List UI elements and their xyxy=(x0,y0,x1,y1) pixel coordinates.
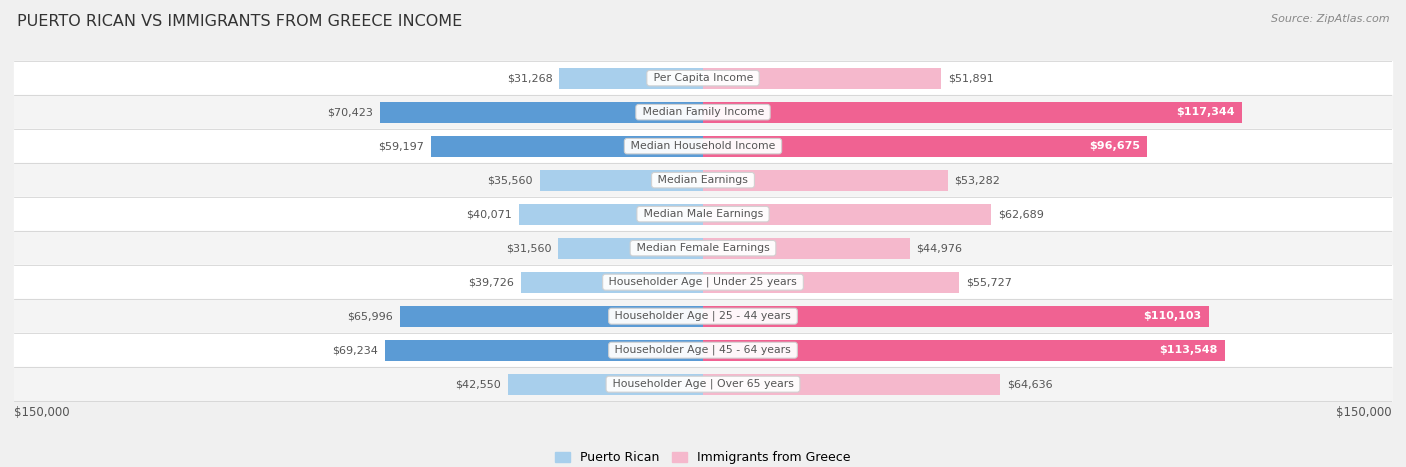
Text: Median Female Earnings: Median Female Earnings xyxy=(633,243,773,253)
Bar xyxy=(703,102,1241,123)
Text: $44,976: $44,976 xyxy=(917,243,963,253)
Text: $96,675: $96,675 xyxy=(1090,141,1140,151)
Text: $70,423: $70,423 xyxy=(326,107,373,117)
Text: $55,727: $55,727 xyxy=(966,277,1012,287)
Bar xyxy=(703,68,942,89)
Bar xyxy=(14,129,1392,163)
Text: Per Capita Income: Per Capita Income xyxy=(650,73,756,83)
Bar xyxy=(14,333,1392,367)
Text: $53,282: $53,282 xyxy=(955,175,1001,185)
Text: $64,636: $64,636 xyxy=(1007,379,1052,389)
Text: PUERTO RICAN VS IMMIGRANTS FROM GREECE INCOME: PUERTO RICAN VS IMMIGRANTS FROM GREECE I… xyxy=(17,14,463,29)
Text: Householder Age | 45 - 64 years: Householder Age | 45 - 64 years xyxy=(612,345,794,355)
Text: Median Male Earnings: Median Male Earnings xyxy=(640,209,766,219)
Text: $110,103: $110,103 xyxy=(1143,311,1202,321)
Bar xyxy=(703,374,1000,395)
Bar xyxy=(14,265,1392,299)
Bar xyxy=(703,135,1147,157)
Text: $62,689: $62,689 xyxy=(998,209,1043,219)
Bar xyxy=(520,272,703,293)
Bar xyxy=(703,170,948,191)
Bar xyxy=(703,204,991,225)
Bar xyxy=(432,135,703,157)
Bar xyxy=(703,305,1209,327)
Text: $59,197: $59,197 xyxy=(378,141,425,151)
Text: $31,560: $31,560 xyxy=(506,243,551,253)
Bar xyxy=(14,197,1392,231)
Text: $42,550: $42,550 xyxy=(456,379,501,389)
Text: $31,268: $31,268 xyxy=(506,73,553,83)
Text: Source: ZipAtlas.com: Source: ZipAtlas.com xyxy=(1271,14,1389,24)
Text: $69,234: $69,234 xyxy=(332,345,378,355)
Bar xyxy=(14,95,1392,129)
Bar xyxy=(14,163,1392,197)
Bar xyxy=(380,102,703,123)
Bar xyxy=(519,204,703,225)
Bar xyxy=(14,299,1392,333)
Text: Median Earnings: Median Earnings xyxy=(654,175,752,185)
Bar xyxy=(14,231,1392,265)
Text: Householder Age | Over 65 years: Householder Age | Over 65 years xyxy=(609,379,797,389)
Bar xyxy=(703,340,1225,361)
Bar xyxy=(508,374,703,395)
Bar xyxy=(703,272,959,293)
Bar xyxy=(14,367,1392,401)
Text: Median Household Income: Median Household Income xyxy=(627,141,779,151)
Text: $150,000: $150,000 xyxy=(1336,406,1392,419)
Text: Median Family Income: Median Family Income xyxy=(638,107,768,117)
Text: $51,891: $51,891 xyxy=(948,73,994,83)
Text: $113,548: $113,548 xyxy=(1160,345,1218,355)
Bar xyxy=(558,238,703,259)
Bar xyxy=(399,305,703,327)
Text: Householder Age | Under 25 years: Householder Age | Under 25 years xyxy=(606,277,800,287)
Text: $117,344: $117,344 xyxy=(1177,107,1234,117)
Text: $150,000: $150,000 xyxy=(14,406,70,419)
Text: $40,071: $40,071 xyxy=(467,209,512,219)
Bar xyxy=(703,238,910,259)
Text: $39,726: $39,726 xyxy=(468,277,513,287)
Legend: Puerto Rican, Immigrants from Greece: Puerto Rican, Immigrants from Greece xyxy=(550,446,856,467)
Text: $65,996: $65,996 xyxy=(347,311,394,321)
Text: $35,560: $35,560 xyxy=(488,175,533,185)
Bar xyxy=(560,68,703,89)
Text: Householder Age | 25 - 44 years: Householder Age | 25 - 44 years xyxy=(612,311,794,321)
Bar xyxy=(540,170,703,191)
Bar xyxy=(385,340,703,361)
Bar xyxy=(14,61,1392,95)
